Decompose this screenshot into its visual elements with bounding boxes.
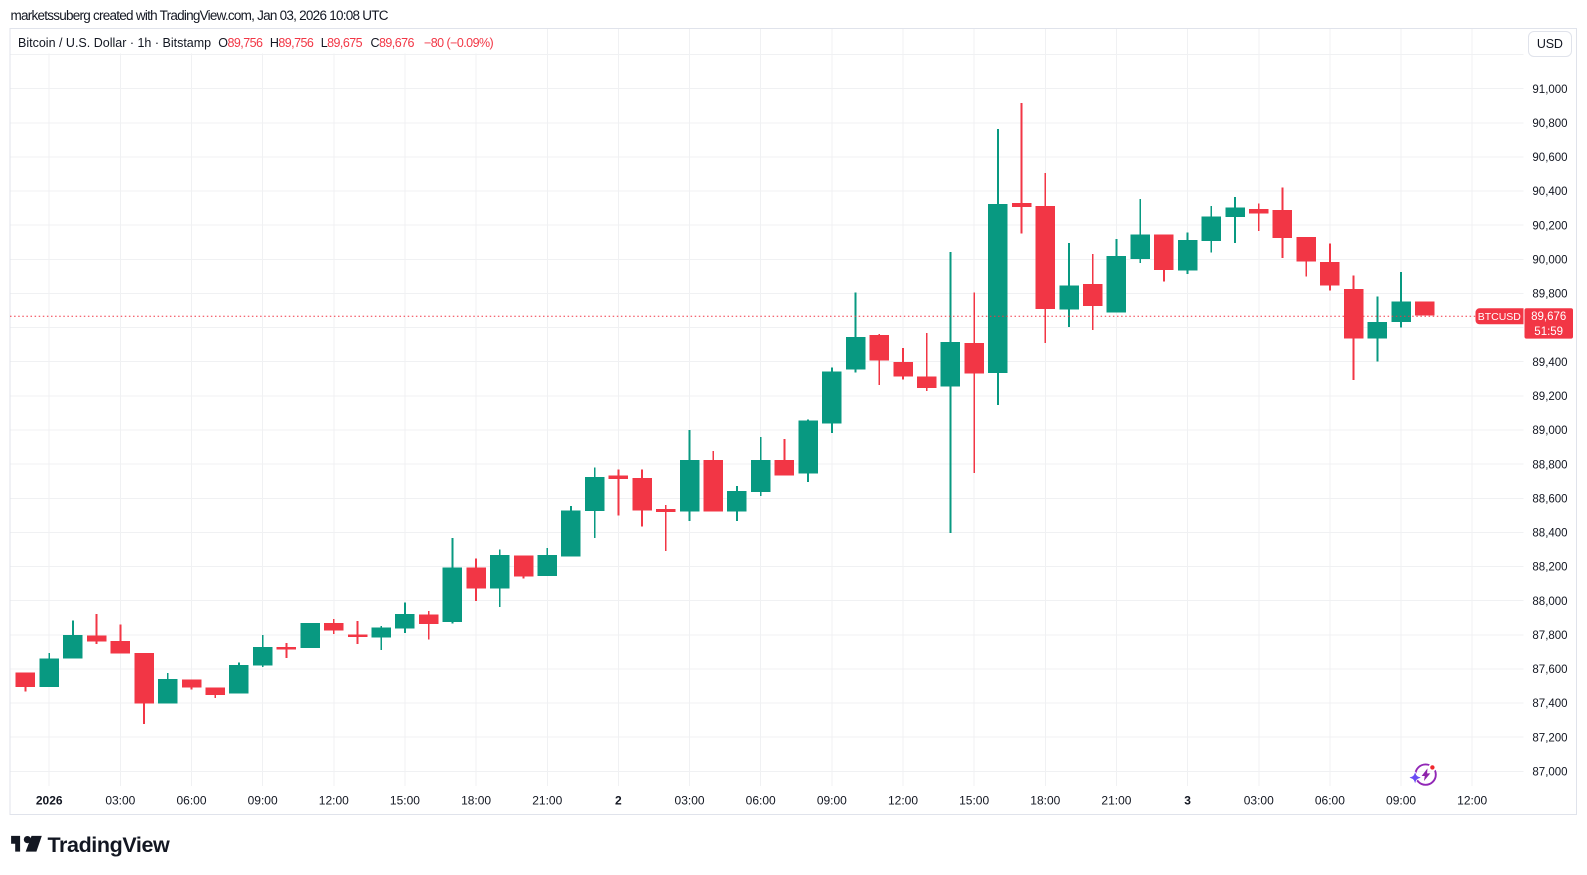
svg-text:09:00: 09:00 (1386, 793, 1416, 807)
svg-text:03:00: 03:00 (1244, 793, 1274, 807)
svg-text:09:00: 09:00 (248, 793, 278, 807)
svg-text:87,400: 87,400 (1532, 698, 1567, 710)
svg-text:12:00: 12:00 (888, 793, 918, 807)
svg-text:21:00: 21:00 (1101, 793, 1131, 807)
svg-text:87,000: 87,000 (1532, 767, 1567, 779)
svg-text:88,000: 88,000 (1532, 596, 1567, 608)
svg-text:88,800: 88,800 (1532, 459, 1567, 471)
svg-text:90,600: 90,600 (1532, 152, 1567, 164)
svg-text:89,200: 89,200 (1532, 391, 1567, 403)
svg-text:89,676: 89,676 (1531, 311, 1566, 323)
svg-text:12:00: 12:00 (319, 793, 349, 807)
svg-text:18:00: 18:00 (1030, 793, 1060, 807)
svg-text:90,800: 90,800 (1532, 118, 1567, 130)
svg-text:2026: 2026 (36, 793, 63, 807)
svg-text:88,600: 88,600 (1532, 493, 1567, 505)
svg-text:90,000: 90,000 (1532, 254, 1567, 266)
svg-text:3: 3 (1184, 793, 1191, 807)
svg-text:87,800: 87,800 (1532, 630, 1567, 642)
svg-text:91,000: 91,000 (1532, 84, 1567, 96)
svg-text:18:00: 18:00 (461, 793, 491, 807)
svg-text:2: 2 (615, 793, 622, 807)
svg-text:09:00: 09:00 (817, 793, 847, 807)
svg-text:BTCUSD: BTCUSD (1478, 311, 1522, 323)
svg-text:12:00: 12:00 (1457, 793, 1487, 807)
svg-text:87,600: 87,600 (1532, 664, 1567, 676)
svg-text:15:00: 15:00 (390, 793, 420, 807)
svg-text:03:00: 03:00 (675, 793, 705, 807)
svg-text:03:00: 03:00 (105, 793, 135, 807)
svg-text:89,400: 89,400 (1532, 357, 1567, 369)
svg-text:06:00: 06:00 (176, 793, 206, 807)
svg-text:90,200: 90,200 (1532, 220, 1567, 232)
svg-text:89,800: 89,800 (1532, 289, 1567, 301)
svg-text:89,000: 89,000 (1532, 425, 1567, 437)
svg-text:90,400: 90,400 (1532, 186, 1567, 198)
svg-text:51:59: 51:59 (1534, 326, 1563, 338)
svg-text:06:00: 06:00 (1315, 793, 1345, 807)
svg-text:TradingView: TradingView (48, 833, 171, 857)
svg-text:15:00: 15:00 (959, 793, 989, 807)
svg-text:87,200: 87,200 (1532, 732, 1567, 744)
svg-text:21:00: 21:00 (532, 793, 562, 807)
svg-text:88,400: 88,400 (1532, 528, 1567, 540)
svg-text:06:00: 06:00 (746, 793, 776, 807)
svg-text:88,200: 88,200 (1532, 562, 1567, 574)
